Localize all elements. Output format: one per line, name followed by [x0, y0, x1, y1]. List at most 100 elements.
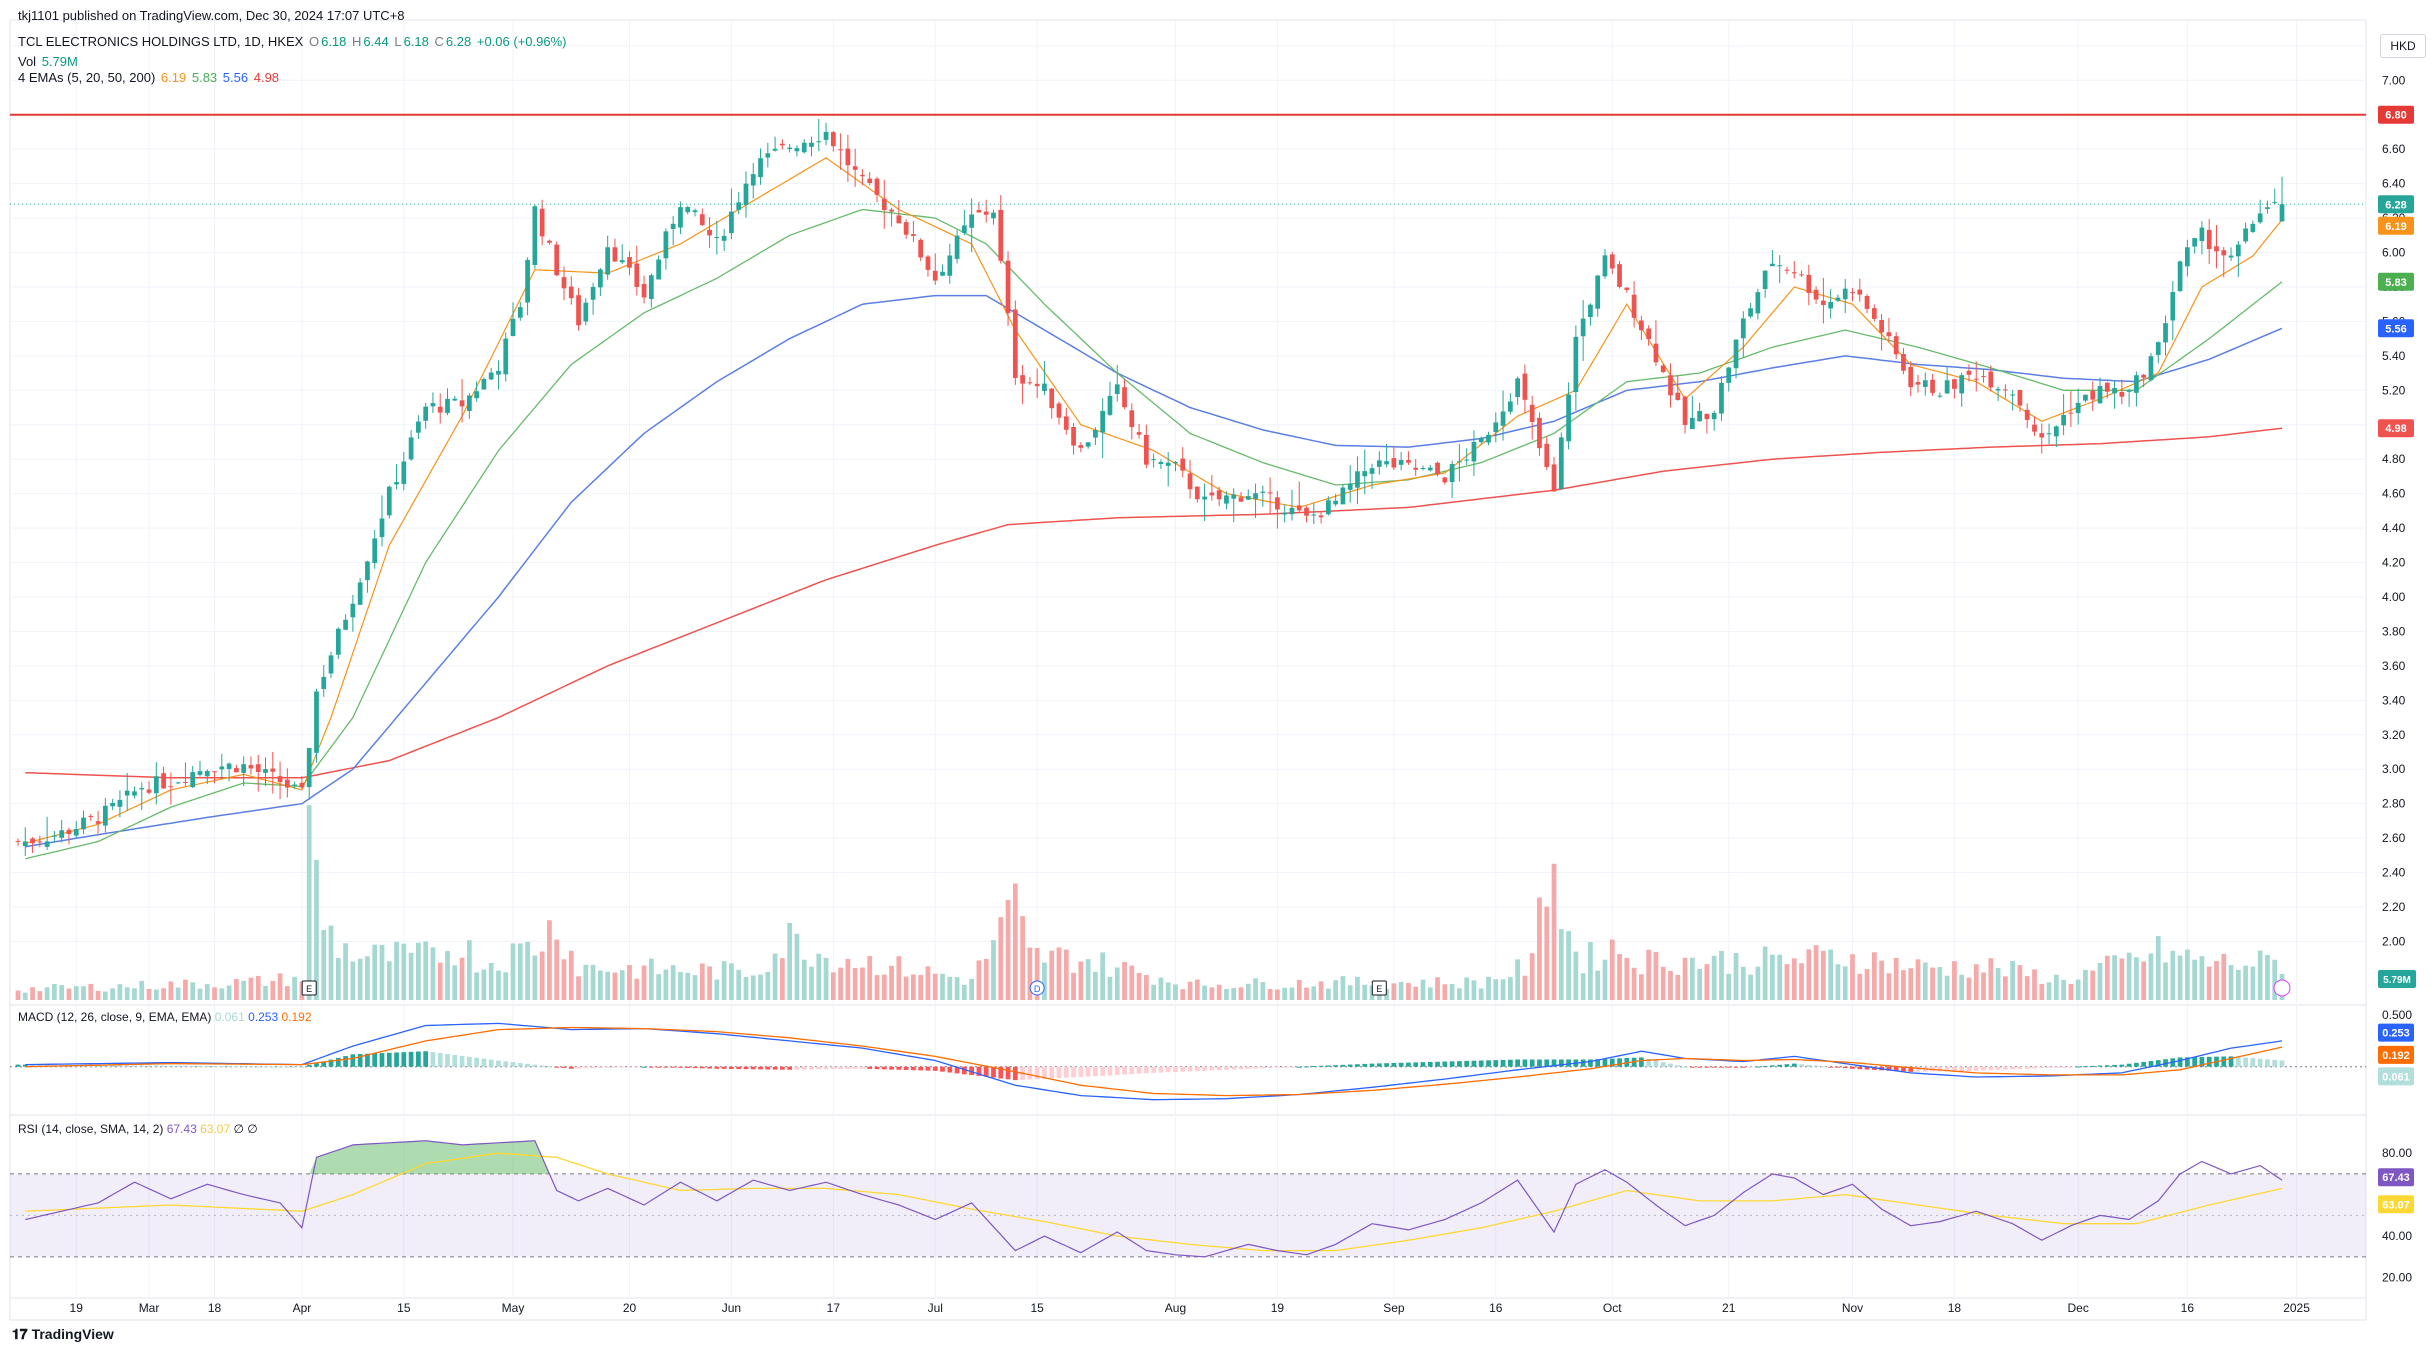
volume-bar [1362, 984, 1368, 1000]
macd-hist-bar [1639, 1057, 1644, 1067]
candle-body [1886, 332, 1892, 337]
symbol-name[interactable]: TCL ELECTRONICS HOLDINGS LTD, 1D, HKEX [18, 34, 304, 49]
volume-bar [947, 976, 953, 1000]
macd-hist-bar [1937, 1066, 1943, 1072]
ema20-price-label-bg [2378, 272, 2414, 291]
rsi-x2: ∅ [247, 1122, 258, 1136]
candle-body [1107, 395, 1113, 415]
candle-body [692, 210, 698, 213]
volume-bar [830, 972, 836, 1000]
ema5-value: 6.19 [160, 70, 187, 85]
rsi-label[interactable]: RSI (14, close, SMA, 14, 2) [18, 1122, 164, 1136]
volume-bar [1515, 959, 1520, 1000]
macd-hist-bar [998, 1066, 1004, 1079]
macd-hist-bar [1886, 1066, 1892, 1071]
ema-legend: 4 EMAs (5, 20, 50, 200) 6.19 5.83 5.56 4… [18, 70, 281, 85]
high-value: 6.44 [363, 34, 389, 49]
candle-body [1063, 416, 1069, 430]
candle-body [1289, 507, 1295, 515]
macd-hist-bar [212, 1066, 217, 1068]
macd-hist-bar [881, 1066, 887, 1070]
candle-body [1828, 301, 1834, 309]
macd-hist-bar [241, 1066, 247, 1068]
volume-bar [22, 992, 28, 1000]
candle-body [284, 779, 290, 788]
volume-bar [2104, 955, 2110, 1000]
macd-hist-bar [1507, 1059, 1513, 1067]
price-tick-label: 4.80 [2382, 452, 2406, 466]
candle-body [1784, 269, 1790, 271]
candle-body [292, 784, 297, 786]
candle-body [416, 421, 421, 433]
macd-hist-bar [1864, 1066, 1870, 1070]
macd-hist-bar [903, 1066, 909, 1070]
volume-bar [1770, 954, 1775, 1000]
candle-body [401, 461, 407, 484]
macd-hist-bar [1704, 1066, 1710, 1068]
macd-hist-bar [2068, 1066, 2074, 1068]
candle-body [88, 816, 94, 818]
candle-body [612, 247, 618, 262]
macd-hist-bar [226, 1066, 232, 1068]
candle-body [22, 841, 28, 847]
macd-hist-bar [663, 1066, 669, 1068]
ema-label[interactable]: 4 EMAs (5, 20, 50, 200) [18, 70, 156, 85]
macd-hist-bar [2003, 1066, 2008, 1070]
macd-hist-bar [335, 1057, 341, 1067]
time-tick-label: Nov [1842, 1301, 1863, 1315]
macd-hist-bar [1726, 1066, 1732, 1068]
candle-body [947, 255, 953, 276]
macd-hist-bar [1231, 1066, 1237, 1070]
macd-price-label: 0.253 [2382, 1028, 2410, 1040]
volume-bar [1209, 987, 1215, 1000]
volume-bar [1260, 982, 1266, 1000]
macd-hist-bar [2257, 1058, 2263, 1067]
volume-bar [1114, 967, 1120, 1000]
macd-hist-bar [1901, 1066, 1906, 1072]
macd-hist-bar [947, 1066, 953, 1073]
currency-button[interactable]: HKD [2380, 34, 2426, 58]
candle-body [219, 766, 225, 770]
volume-bar [2053, 974, 2059, 1000]
candle-body [1406, 460, 1411, 463]
macd-hist-bar [612, 1066, 618, 1068]
volume-bar [1187, 981, 1193, 1000]
macd-hist-bar [197, 1065, 203, 1067]
macd-hist-bar [1973, 1066, 1979, 1071]
macd-hist-bar [547, 1066, 552, 1068]
time-tick-label: Apr [293, 1301, 312, 1315]
candle-body [707, 229, 712, 236]
volume-bar [1660, 966, 1666, 1000]
volume-bar [2148, 953, 2154, 1000]
volume-bar [1850, 954, 1855, 1000]
volume-bar [2010, 960, 2016, 1000]
volume-bar [1879, 960, 1884, 1000]
macd-label[interactable]: MACD (12, 26, close, 9, EMA, EMA) [18, 1010, 212, 1024]
macd-hist-bar [1187, 1066, 1193, 1072]
time-tick-label: 19 [1271, 1301, 1285, 1315]
macd-hist-bar [2199, 1056, 2205, 1067]
volume-bar [488, 963, 494, 1000]
candle-body [830, 132, 836, 147]
macd-hist-bar [161, 1065, 166, 1067]
candle-body [619, 260, 625, 263]
time-tick-label: Mar [139, 1301, 160, 1315]
candle-body [2083, 394, 2088, 401]
volume-bar [874, 975, 880, 1000]
volume-bar [234, 979, 239, 1000]
candle-body [1384, 461, 1389, 465]
macd-hist-bar [1129, 1066, 1135, 1075]
event-marker-label: D [1034, 984, 1041, 994]
macd-hist-bar [1260, 1066, 1266, 1069]
macd-hist-bar [1653, 1060, 1659, 1067]
candle-body [2119, 391, 2125, 397]
volume-label[interactable]: Vol [18, 54, 37, 69]
candle-body [1602, 255, 1608, 277]
candle-body [474, 391, 479, 399]
volume-bar [750, 975, 756, 1000]
macd-hist-bar [2177, 1057, 2183, 1067]
macd-hist-bar [1784, 1064, 1790, 1067]
candle-body [1922, 380, 1928, 387]
